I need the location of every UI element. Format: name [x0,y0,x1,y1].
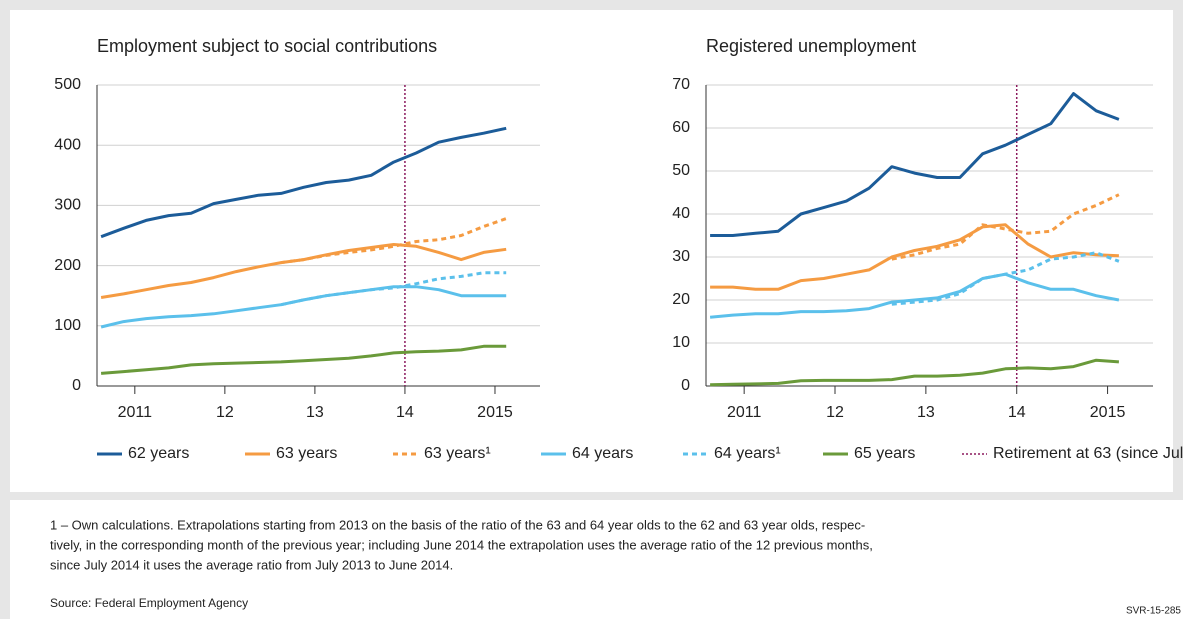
legend-label: 63 years¹ [424,445,491,462]
y-tick-label: 500 [54,76,81,93]
x-tick-label: 13 [917,404,935,421]
code: SVR-15-285 [1126,606,1181,617]
notes-panel [10,500,1183,619]
series-line [100,126,507,239]
legend-label: 65 years [854,445,915,462]
series-line [891,193,1120,261]
y-tick-label: 60 [672,119,690,136]
y-tick-label: 300 [54,197,81,214]
x-tick-label: 14 [396,404,414,421]
series-line [280,271,507,307]
y-tick-label: 0 [72,377,81,394]
series-line [710,358,1120,387]
x-tick-label: 13 [306,404,324,421]
legend-label: 64 years [572,445,633,462]
x-tick-label: 2011 [727,404,762,421]
legend-label: 64 years¹ [714,445,781,462]
footnote: tively, in the corresponding month of th… [50,537,873,552]
x-tick-label: 2011 [118,404,153,421]
y-tick-label: 100 [54,317,81,334]
footnote: 1 – Own calculations. Extrapolations sta… [50,517,865,532]
y-tick-label: 0 [681,377,690,394]
legend-label: 63 years [276,445,337,462]
series-line [100,344,507,375]
series-line [100,285,507,329]
source: Source: Federal Employment Agency [50,596,248,610]
legend-label: 62 years [128,445,189,462]
y-tick-label: 20 [672,291,690,308]
x-tick-label: 2015 [1090,404,1126,421]
x-tick-label: 2015 [477,404,513,421]
chart-title: Registered unemployment [706,36,916,56]
series-line [710,223,1119,291]
x-tick-label: 12 [826,404,844,421]
legend-label: Retirement at 63 (since July 2014) [993,445,1183,462]
y-tick-label: 40 [672,205,690,222]
y-tick-label: 200 [54,257,81,274]
y-tick-label: 30 [672,248,690,265]
series-line [709,272,1120,319]
y-tick-label: 400 [54,136,81,153]
y-tick-label: 10 [672,334,690,351]
series-line [891,251,1120,306]
series-line [280,217,507,265]
chart-title: Employment subject to social contributio… [97,36,437,56]
y-tick-label: 70 [672,76,690,93]
chart-panel [10,10,1173,492]
series-line [710,92,1120,237]
x-tick-label: 12 [216,404,234,421]
y-tick-label: 50 [672,162,690,179]
footnote: since July 2014 it uses the average rati… [50,557,453,572]
x-tick-label: 14 [1008,404,1026,421]
